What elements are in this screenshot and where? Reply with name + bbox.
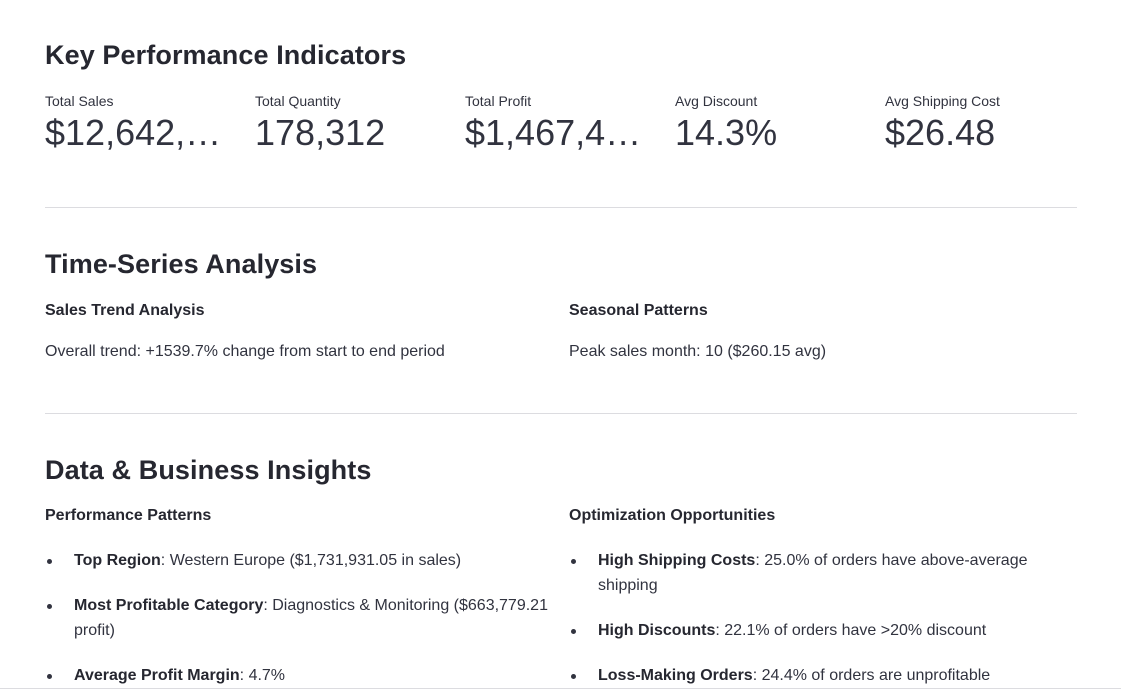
sales-trend-text: Overall trend: +1539.7% change from star…: [45, 343, 445, 360]
metric-label: Avg Discount: [675, 93, 758, 109]
optimization-opportunities-header: Optimization Opportunities: [569, 507, 776, 524]
bullet-icon: [47, 604, 52, 609]
list-item-text: : Diagnostics & Monitoring ($663,779.21 …: [74, 597, 548, 639]
bullet-icon: [47, 559, 52, 564]
list-item: Top Region: Western Europe ($1,731,931.0…: [45, 548, 555, 573]
insights-section-title: Data & Business Insights: [45, 455, 372, 485]
list-item-label: High Discounts: [598, 622, 716, 639]
metric-value: $12,642,…: [45, 112, 222, 153]
list-item: Loss-Making Orders: 24.4% of orders are …: [569, 663, 1039, 688]
list-item-label: Loss-Making Orders: [598, 667, 753, 684]
metric-value: 14.3%: [675, 112, 778, 153]
section-divider: [45, 413, 1077, 414]
metric-avg-shipping-cost: Avg Shipping Cost $26.48: [885, 93, 1095, 155]
list-item-label: Top Region: [74, 552, 161, 569]
list-item: High Shipping Costs: 25.0% of orders hav…: [569, 548, 1039, 598]
metric-total-quantity: Total Quantity 178,312: [255, 93, 465, 155]
metric-total-sales: Total Sales $12,642,…: [45, 93, 255, 155]
section-divider: [45, 207, 1077, 208]
seasonal-patterns-column: Seasonal Patterns Peak sales month: 10 (…: [569, 301, 1069, 362]
optimization-opportunities-column: Optimization Opportunities High Shipping…: [569, 506, 1039, 691]
bullet-icon: [47, 674, 52, 679]
list-item: Average Profit Margin: 4.7%: [45, 663, 555, 688]
metric-label: Total Quantity: [255, 93, 341, 109]
timeseries-section-title: Time-Series Analysis: [45, 249, 318, 279]
metric-value: 178,312: [255, 112, 386, 153]
list-item-text: : 25.0% of orders have above-average shi…: [598, 552, 1028, 594]
list-item: Most Profitable Category: Diagnostics & …: [45, 593, 555, 643]
metric-label: Avg Shipping Cost: [885, 93, 1000, 109]
metric-value: $26.48: [885, 112, 996, 153]
performance-patterns-column: Performance Patterns Top Region: Western…: [45, 506, 555, 691]
list-item-label: High Shipping Costs: [598, 552, 756, 569]
list-item-text: : 4.7%: [239, 667, 286, 684]
metric-avg-discount: Avg Discount 14.3%: [675, 93, 885, 155]
kpi-row: Total Sales $12,642,… Total Quantity 178…: [45, 93, 1095, 155]
performance-patterns-list: Top Region: Western Europe ($1,731,931.0…: [45, 548, 555, 688]
seasonal-patterns-header: Seasonal Patterns: [569, 302, 708, 319]
metric-total-profit: Total Profit $1,467,4…: [465, 93, 675, 155]
list-item-text: : 22.1% of orders have >20% discount: [715, 622, 987, 639]
metric-value: $1,467,4…: [465, 112, 642, 153]
list-item: High Discounts: 22.1% of orders have >20…: [569, 618, 1039, 643]
optimization-opportunities-list: High Shipping Costs: 25.0% of orders hav…: [569, 548, 1039, 688]
list-item-label: Most Profitable Category: [74, 597, 264, 614]
sales-trend-header: Sales Trend Analysis: [45, 302, 205, 319]
metric-label: Total Profit: [465, 93, 532, 109]
list-item-text: : Western Europe ($1,731,931.05 in sales…: [160, 552, 462, 569]
performance-patterns-header: Performance Patterns: [45, 507, 212, 524]
list-item-label: Average Profit Margin: [74, 667, 240, 684]
kpi-section-title: Key Performance Indicators: [45, 40, 407, 70]
bottom-border: [0, 688, 1121, 689]
metric-label: Total Sales: [45, 93, 114, 109]
bullet-icon: [571, 559, 576, 564]
seasonal-patterns-text: Peak sales month: 10 ($260.15 avg): [569, 343, 827, 360]
list-item-text: : 24.4% of orders are unprofitable: [752, 667, 991, 684]
bullet-icon: [571, 629, 576, 634]
bullet-icon: [571, 674, 576, 679]
sales-trend-column: Sales Trend Analysis Overall trend: +153…: [45, 301, 545, 362]
